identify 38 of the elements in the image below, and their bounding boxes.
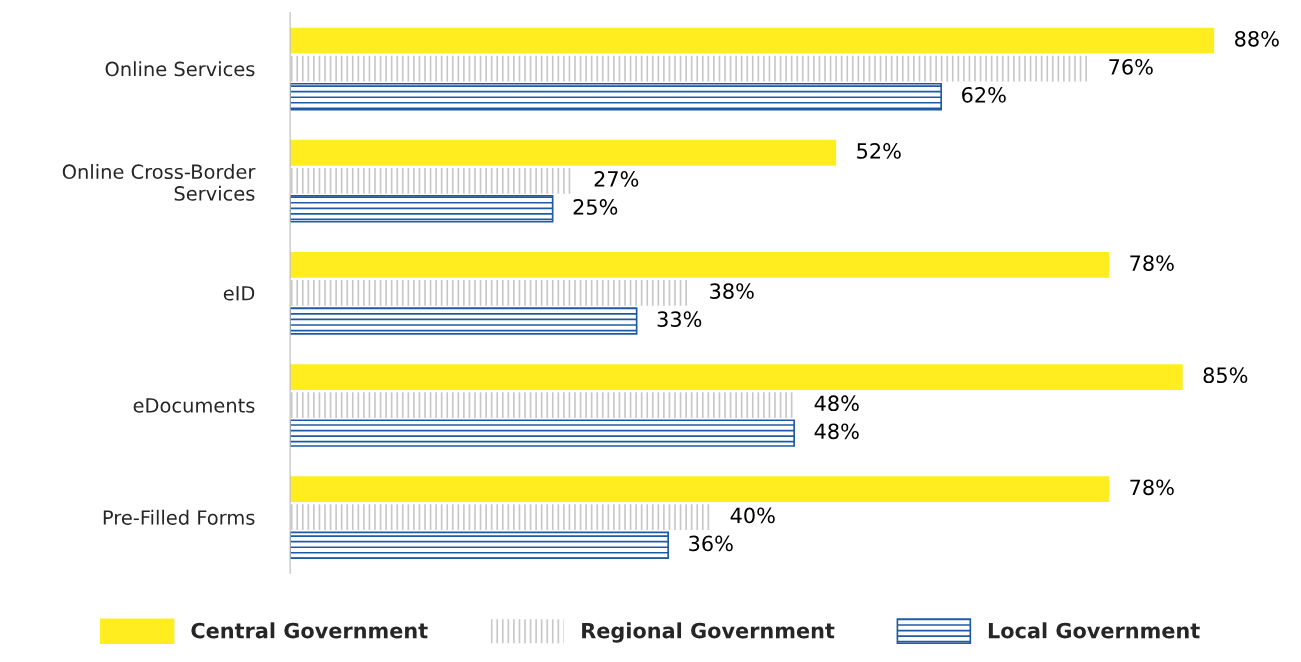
data-label: 88%	[1235, 30, 1279, 47]
data-label: 85%	[1203, 367, 1248, 384]
bar	[290, 27, 1215, 54]
bar	[290, 195, 554, 223]
legend-label: Local Government	[988, 622, 1200, 639]
data-label: 62%	[962, 86, 1006, 103]
bar	[290, 167, 574, 194]
data-label: 33%	[657, 311, 702, 328]
bar	[290, 531, 669, 559]
y-tick-label: Online Cross-Border Services	[62, 164, 256, 201]
bar	[290, 364, 1183, 390]
data-label: 76%	[1109, 58, 1153, 75]
legend-label: Regional Government	[582, 622, 835, 643]
y-tick-label: Pre-Filled Forms	[103, 509, 255, 525]
data-label: 40%	[730, 507, 775, 524]
y-tick-label: eID	[223, 286, 255, 301]
data-label: 36%	[689, 535, 733, 552]
data-label: 78%	[1130, 255, 1174, 271]
bar	[290, 476, 1110, 503]
data-label: 27%	[594, 171, 639, 187]
y-tick-label: Online Services	[105, 61, 255, 77]
bar	[290, 419, 795, 447]
data-label: 38%	[710, 283, 754, 299]
bar	[290, 139, 837, 166]
bar	[290, 504, 711, 531]
bar	[290, 280, 690, 306]
data-label: 48%	[814, 423, 859, 440]
bar	[290, 307, 638, 335]
bar	[290, 55, 1089, 82]
legend-label: Central Government	[191, 622, 428, 639]
bar	[290, 252, 1110, 278]
bar	[290, 82, 943, 111]
data-label: 48%	[814, 395, 859, 412]
data-label: 52%	[857, 143, 901, 159]
bar	[290, 392, 795, 418]
y-tick-label: eDocuments	[133, 398, 255, 413]
data-label: 25%	[573, 199, 618, 215]
data-label: 78%	[1130, 479, 1174, 496]
